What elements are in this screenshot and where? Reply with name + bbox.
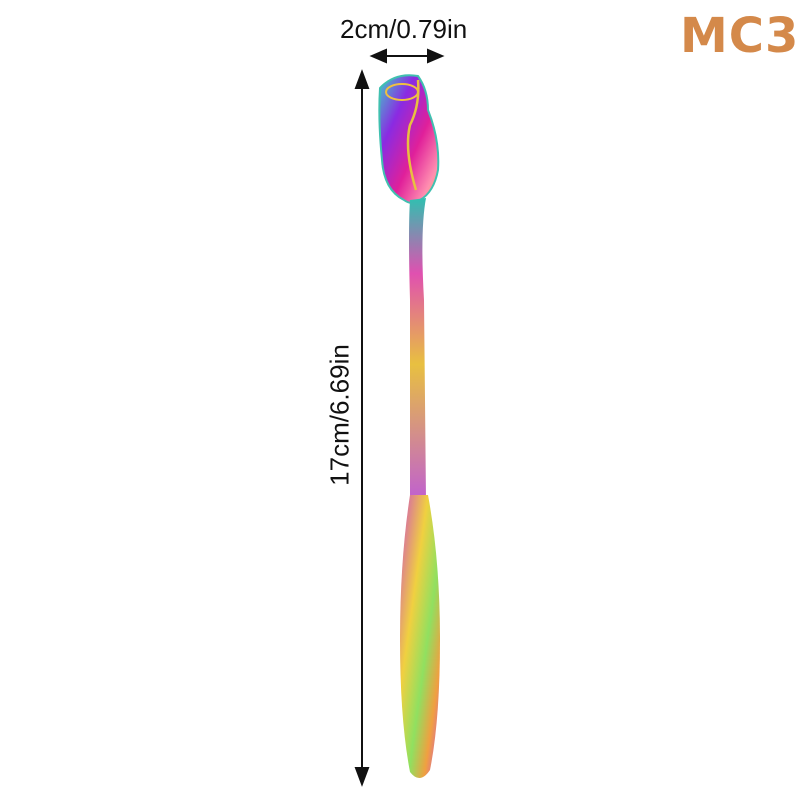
length-dimension-arrow bbox=[354, 69, 370, 787]
handle bbox=[400, 495, 440, 779]
width-label: 2cm/0.79in bbox=[340, 14, 468, 44]
length-label: 17cm/6.69in bbox=[324, 344, 355, 486]
stem bbox=[409, 198, 426, 500]
petal-line bbox=[406, 79, 420, 191]
model-code: MC3 bbox=[680, 8, 800, 64]
width-dimension-arrow bbox=[369, 48, 445, 64]
